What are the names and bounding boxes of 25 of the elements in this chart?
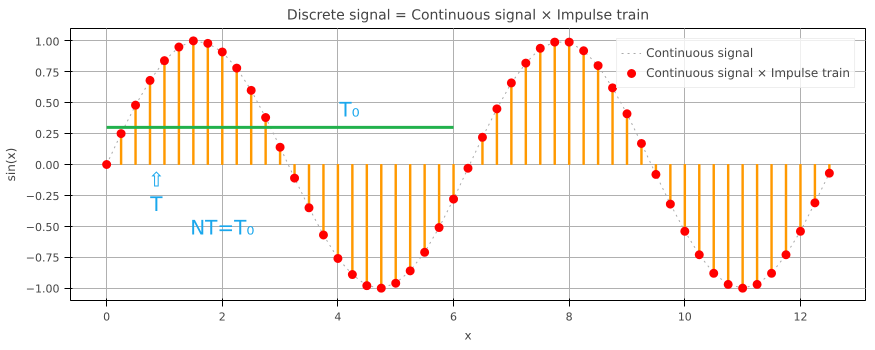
y-tick-label: −1.00	[26, 282, 60, 296]
x-tick-label: 6	[450, 310, 458, 324]
legend-label: Continuous signal	[646, 46, 754, 60]
annotation: NT=T₀	[190, 216, 254, 240]
x-tick-label: 12	[793, 310, 808, 324]
y-tick-label: −0.25	[26, 190, 60, 203]
y-tick-label: −0.75	[26, 252, 60, 265]
x-axis-title: x	[464, 328, 472, 342]
y-tick-label: 0.50	[35, 97, 60, 110]
x-tick-label: 10	[678, 310, 692, 324]
annotation: T	[149, 192, 164, 216]
y-tick-label: 0.75	[35, 66, 60, 80]
y-axis-title: sin(x)	[4, 148, 18, 182]
y-tick-label: −0.50	[26, 220, 60, 234]
annotation: ⇧	[148, 167, 165, 192]
chart-title: Discrete signal = Continuous signal × Impulse train	[286, 8, 650, 24]
x-tick-label: 0	[103, 310, 110, 324]
x-tick-label: 4	[334, 310, 342, 324]
y-tick-label: 0.00	[35, 159, 60, 172]
x-tick-label: 8	[566, 310, 573, 324]
legend-label: Continuous signal × Impulse train	[646, 66, 850, 80]
y-tick-label: 1.00	[35, 35, 60, 48]
annotation: T₀	[338, 97, 360, 122]
x-tick-label: 2	[218, 310, 226, 324]
y-tick-label: 0.25	[35, 128, 60, 142]
